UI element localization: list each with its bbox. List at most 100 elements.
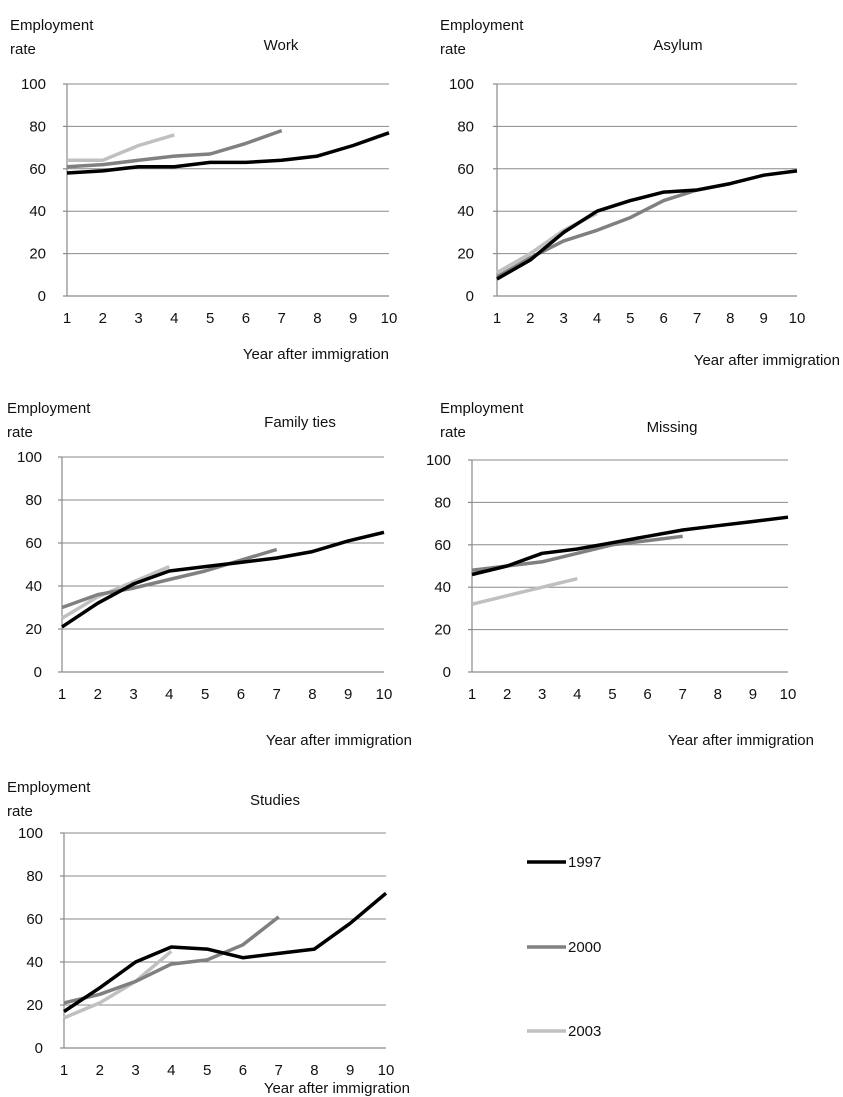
- series-line-1997: [66, 131, 390, 175]
- legend-item-2000: 2000: [527, 939, 601, 956]
- x-tick-label: 6: [239, 1062, 247, 1079]
- y-tick-label: 80: [29, 118, 46, 135]
- x-tick-label: 8: [310, 1062, 318, 1079]
- y-tick-label: 0: [466, 288, 474, 305]
- x-tick-label: 5: [201, 686, 209, 703]
- x-axis-label: Year after immigration: [243, 346, 389, 363]
- series-line-2003: [67, 133, 175, 163]
- y-tick-label: 0: [34, 664, 42, 681]
- y-tick-label: 40: [434, 579, 451, 596]
- chart-panel-missing: 0 20 40 60 80 100 1 2 3 4 5 6 7 8 9 10 Employment rate Mis…: [426, 400, 814, 749]
- x-tick-label: 4: [593, 310, 601, 327]
- x-tick-label: 10: [378, 1062, 395, 1079]
- y-axis-label-line2: rate: [7, 803, 33, 820]
- x-tick-label: 1: [63, 310, 71, 327]
- x-tick-label: 4: [167, 1062, 175, 1079]
- series-line-1997: [63, 891, 388, 1013]
- x-tick-label: 10: [789, 310, 806, 327]
- y-tick-label: 100: [21, 76, 46, 93]
- chart-panel-asylum: 0 20 40 60 80 100 1 2 3 4 5 6 7 8 9 10 Employment rate Asy…: [440, 17, 840, 369]
- x-tick-label: 2: [526, 310, 534, 327]
- chart-panel-work: 0 20 40 60 80 100 1 2 3 4 5 6 7 8 9 10 Employment rate Wor…: [10, 17, 397, 363]
- x-tick-label: 9: [346, 1062, 354, 1079]
- chart-panel-studies: 0 20 40 60 80 100 1 2 3 4 5 6 7 8 9 10 Employment rate Stu…: [7, 779, 410, 1097]
- chart-title: Missing: [647, 419, 698, 436]
- series-line-2003: [61, 564, 170, 620]
- legend-item-2003: 2003: [527, 1023, 601, 1040]
- y-axis-label: Employment: [10, 17, 94, 34]
- y-axis-label-line2: rate: [440, 41, 466, 58]
- x-tick-label: 2: [94, 686, 102, 703]
- x-tick-label: 1: [58, 686, 66, 703]
- legend: 1997 2000 2003: [527, 854, 601, 1040]
- x-tick-label: 10: [376, 686, 393, 703]
- x-tick-label: 7: [274, 1062, 282, 1079]
- y-axis-label: Employment: [440, 17, 524, 34]
- x-tick-label: 4: [165, 686, 173, 703]
- y-tick-label: 40: [457, 203, 474, 220]
- x-tick-label: 5: [626, 310, 634, 327]
- chart-title: Asylum: [653, 37, 702, 54]
- x-tick-label: 9: [349, 310, 357, 327]
- y-axis-label-line2: rate: [440, 424, 466, 441]
- x-tick-label: 3: [134, 310, 142, 327]
- x-tick-label: 8: [308, 686, 316, 703]
- series-line-1997: [61, 530, 385, 629]
- x-tick-label: 2: [99, 310, 107, 327]
- y-tick-label: 20: [25, 621, 42, 638]
- x-tick-label: 9: [344, 686, 352, 703]
- x-tick-label: 8: [726, 310, 734, 327]
- y-tick-label: 100: [17, 449, 42, 466]
- legend-label: 2003: [568, 1023, 601, 1040]
- y-axis-label: Employment: [440, 400, 524, 417]
- y-axis-label-line2: rate: [10, 41, 36, 58]
- y-tick-label: 40: [29, 203, 46, 220]
- x-tick-label: 3: [131, 1062, 139, 1079]
- y-tick-label: 60: [29, 161, 46, 178]
- x-tick-label: 1: [493, 310, 501, 327]
- x-tick-label: 5: [203, 1062, 211, 1079]
- y-tick-label: 100: [18, 825, 43, 842]
- x-tick-label: 3: [538, 686, 546, 703]
- y-tick-label: 0: [38, 288, 46, 305]
- x-tick-label: 10: [381, 310, 398, 327]
- y-tick-label: 20: [26, 997, 43, 1014]
- x-tick-label: 7: [693, 310, 701, 327]
- y-axis-label: Employment: [7, 779, 91, 796]
- legend-item-1997: 1997: [527, 854, 601, 871]
- y-axis-label-line2: rate: [7, 424, 33, 441]
- x-tick-label: 1: [468, 686, 476, 703]
- x-tick-label: 9: [759, 310, 767, 327]
- x-tick-label: 4: [170, 310, 178, 327]
- y-tick-label: 20: [434, 622, 451, 639]
- series-line-1997: [471, 515, 789, 577]
- y-tick-label: 100: [426, 452, 451, 469]
- x-axis-label: Year after immigration: [668, 732, 814, 749]
- y-tick-label: 40: [25, 578, 42, 595]
- series-line-2000: [66, 128, 283, 169]
- x-tick-label: 6: [242, 310, 250, 327]
- y-tick-label: 80: [26, 868, 43, 885]
- x-tick-label: 2: [503, 686, 511, 703]
- series-line-2000: [61, 547, 278, 610]
- y-tick-label: 20: [29, 246, 46, 263]
- x-tick-label: 6: [643, 686, 651, 703]
- x-tick-label: 3: [129, 686, 137, 703]
- x-axis-label: Year after immigration: [264, 1080, 410, 1097]
- x-tick-label: 6: [237, 686, 245, 703]
- y-tick-label: 80: [434, 494, 451, 511]
- x-tick-label: 8: [714, 686, 722, 703]
- x-tick-label: 6: [659, 310, 667, 327]
- x-tick-label: 2: [96, 1062, 104, 1079]
- y-tick-label: 60: [25, 535, 42, 552]
- series-line-2003: [63, 949, 173, 1020]
- y-axis-label: Employment: [7, 400, 91, 417]
- x-tick-label: 5: [608, 686, 616, 703]
- x-tick-label: 8: [313, 310, 321, 327]
- y-tick-label: 60: [457, 161, 474, 178]
- x-axis-label: Year after immigration: [266, 732, 412, 749]
- x-tick-label: 3: [559, 310, 567, 327]
- x-tick-label: 4: [573, 686, 581, 703]
- y-tick-label: 0: [443, 664, 451, 681]
